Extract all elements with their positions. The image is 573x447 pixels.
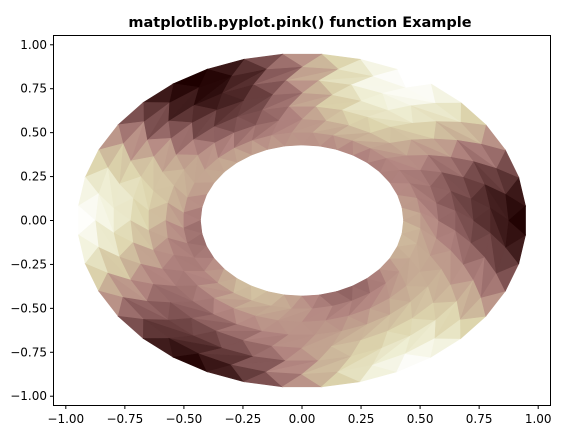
y-tick-label: 0.25	[20, 170, 47, 184]
x-tick-label: −1.00	[47, 412, 84, 426]
y-axis: 1.00 0.75 0.50 0.25 0.00 −0.25 −0.50 −0.75 −1.00	[10, 38, 54, 403]
y-tick-label: −0.25	[10, 257, 47, 271]
x-axis: −1.00 −0.75 −0.50 −0.25 0.00 0.25 0.50 0.75 1.00	[47, 405, 552, 426]
mesh-triangle	[142, 338, 174, 358]
y-tick-label: −1.00	[10, 389, 47, 403]
x-tick-label: 0.75	[466, 412, 493, 426]
y-tick-label: 0.00	[20, 214, 47, 228]
chart-title: matplotlib.pyplot.pink() function Exampl…	[128, 15, 471, 31]
tripcolor-mesh	[77, 53, 527, 388]
y-tick-label: 0.75	[20, 82, 47, 96]
mesh-triangle	[117, 315, 144, 340]
y-tick-label: 1.00	[20, 38, 47, 52]
x-tick-label: −0.50	[166, 412, 203, 426]
x-tick-label: 0.50	[407, 412, 434, 426]
mesh-triangle	[508, 205, 526, 236]
x-tick-label: 0.00	[289, 412, 316, 426]
y-tick-label: −0.75	[10, 345, 47, 359]
mesh-triangle	[117, 101, 144, 126]
mesh-triangle	[460, 315, 487, 340]
mesh-triangle	[460, 101, 487, 126]
x-tick-label: 0.25	[348, 412, 375, 426]
x-tick-label: −0.25	[225, 412, 262, 426]
y-tick-label: 0.50	[20, 126, 47, 140]
x-tick-label: −0.75	[106, 412, 143, 426]
mesh-triangle	[430, 83, 462, 103]
y-tick-label: −0.50	[10, 301, 47, 315]
x-tick-label: 1.00	[525, 412, 552, 426]
mesh-triangle	[430, 338, 462, 358]
mesh-triangle	[142, 83, 174, 103]
